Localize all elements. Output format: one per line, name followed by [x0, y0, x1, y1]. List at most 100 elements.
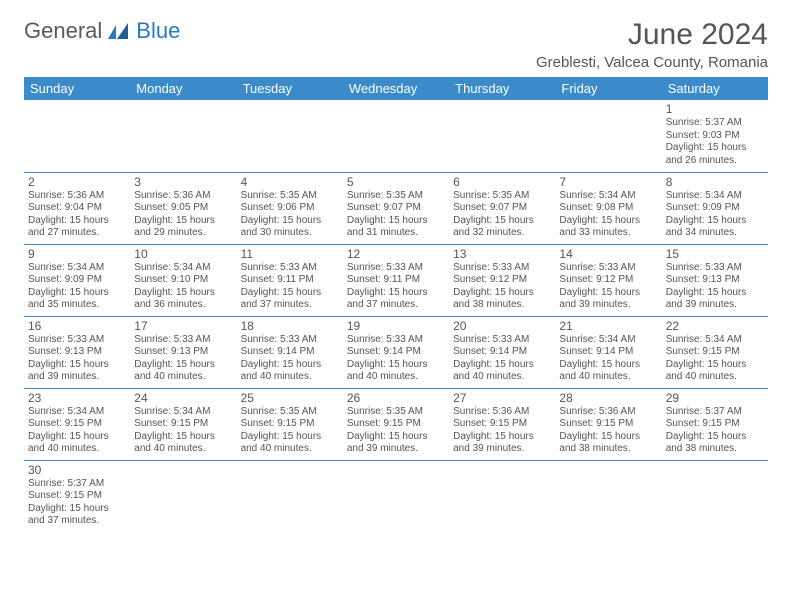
col-thursday: Thursday: [449, 77, 555, 100]
header: General Blue June 2024 Greblesti, Valcea…: [24, 18, 768, 71]
day-number: 26: [347, 391, 445, 405]
calendar-cell: 13Sunrise: 5:33 AMSunset: 9:12 PMDayligh…: [449, 244, 555, 316]
calendar-cell: 18Sunrise: 5:33 AMSunset: 9:14 PMDayligh…: [237, 316, 343, 388]
calendar-cell: [237, 460, 343, 532]
logo-text-2: Blue: [136, 18, 180, 44]
calendar-row: 16Sunrise: 5:33 AMSunset: 9:13 PMDayligh…: [24, 316, 768, 388]
day-info: Sunrise: 5:34 AMSunset: 9:15 PMDaylight:…: [28, 406, 126, 456]
day-number: 16: [28, 319, 126, 333]
day-number: 12: [347, 247, 445, 261]
page-subtitle: Greblesti, Valcea County, Romania: [536, 54, 768, 71]
calendar-row: 9Sunrise: 5:34 AMSunset: 9:09 PMDaylight…: [24, 244, 768, 316]
day-info: Sunrise: 5:33 AMSunset: 9:13 PMDaylight:…: [28, 334, 126, 384]
calendar-cell: [24, 100, 130, 172]
day-info: Sunrise: 5:36 AMSunset: 9:15 PMDaylight:…: [559, 406, 657, 456]
col-sunday: Sunday: [24, 77, 130, 100]
calendar-cell: [130, 460, 236, 532]
calendar-cell: [343, 100, 449, 172]
calendar-cell: 14Sunrise: 5:33 AMSunset: 9:12 PMDayligh…: [555, 244, 661, 316]
calendar-row: 1Sunrise: 5:37 AMSunset: 9:03 PMDaylight…: [24, 100, 768, 172]
calendar-cell: 3Sunrise: 5:36 AMSunset: 9:05 PMDaylight…: [130, 172, 236, 244]
day-info: Sunrise: 5:33 AMSunset: 9:11 PMDaylight:…: [347, 262, 445, 312]
logo-icon: [106, 21, 134, 41]
day-number: 4: [241, 175, 339, 189]
calendar-cell: [555, 100, 661, 172]
page-title: June 2024: [536, 18, 768, 52]
day-info: Sunrise: 5:35 AMSunset: 9:07 PMDaylight:…: [453, 190, 551, 240]
day-info: Sunrise: 5:33 AMSunset: 9:11 PMDaylight:…: [241, 262, 339, 312]
calendar-cell: 15Sunrise: 5:33 AMSunset: 9:13 PMDayligh…: [662, 244, 768, 316]
day-number: 20: [453, 319, 551, 333]
calendar-row: 30Sunrise: 5:37 AMSunset: 9:15 PMDayligh…: [24, 460, 768, 532]
calendar-cell: 30Sunrise: 5:37 AMSunset: 9:15 PMDayligh…: [24, 460, 130, 532]
day-info: Sunrise: 5:33 AMSunset: 9:13 PMDaylight:…: [134, 334, 232, 384]
calendar-cell: 19Sunrise: 5:33 AMSunset: 9:14 PMDayligh…: [343, 316, 449, 388]
calendar-row: 23Sunrise: 5:34 AMSunset: 9:15 PMDayligh…: [24, 388, 768, 460]
calendar-cell: 5Sunrise: 5:35 AMSunset: 9:07 PMDaylight…: [343, 172, 449, 244]
calendar-cell: 9Sunrise: 5:34 AMSunset: 9:09 PMDaylight…: [24, 244, 130, 316]
calendar-cell: 27Sunrise: 5:36 AMSunset: 9:15 PMDayligh…: [449, 388, 555, 460]
day-info: Sunrise: 5:34 AMSunset: 9:08 PMDaylight:…: [559, 190, 657, 240]
calendar-cell: 11Sunrise: 5:33 AMSunset: 9:11 PMDayligh…: [237, 244, 343, 316]
day-number: 15: [666, 247, 764, 261]
day-info: Sunrise: 5:35 AMSunset: 9:15 PMDaylight:…: [241, 406, 339, 456]
day-number: 9: [28, 247, 126, 261]
day-info: Sunrise: 5:34 AMSunset: 9:10 PMDaylight:…: [134, 262, 232, 312]
day-info: Sunrise: 5:33 AMSunset: 9:14 PMDaylight:…: [453, 334, 551, 384]
day-info: Sunrise: 5:35 AMSunset: 9:06 PMDaylight:…: [241, 190, 339, 240]
col-tuesday: Tuesday: [237, 77, 343, 100]
day-number: 24: [134, 391, 232, 405]
calendar-table: Sunday Monday Tuesday Wednesday Thursday…: [24, 77, 768, 532]
day-info: Sunrise: 5:35 AMSunset: 9:15 PMDaylight:…: [347, 406, 445, 456]
day-number: 17: [134, 319, 232, 333]
col-monday: Monday: [130, 77, 236, 100]
day-number: 8: [666, 175, 764, 189]
calendar-cell: [130, 100, 236, 172]
day-number: 10: [134, 247, 232, 261]
calendar-row: 2Sunrise: 5:36 AMSunset: 9:04 PMDaylight…: [24, 172, 768, 244]
calendar-cell: 1Sunrise: 5:37 AMSunset: 9:03 PMDaylight…: [662, 100, 768, 172]
day-number: 3: [134, 175, 232, 189]
day-info: Sunrise: 5:37 AMSunset: 9:15 PMDaylight:…: [666, 406, 764, 456]
day-info: Sunrise: 5:35 AMSunset: 9:07 PMDaylight:…: [347, 190, 445, 240]
day-number: 19: [347, 319, 445, 333]
calendar-cell: 7Sunrise: 5:34 AMSunset: 9:08 PMDaylight…: [555, 172, 661, 244]
day-number: 6: [453, 175, 551, 189]
calendar-cell: 6Sunrise: 5:35 AMSunset: 9:07 PMDaylight…: [449, 172, 555, 244]
day-info: Sunrise: 5:33 AMSunset: 9:14 PMDaylight:…: [241, 334, 339, 384]
col-saturday: Saturday: [662, 77, 768, 100]
day-number: 27: [453, 391, 551, 405]
day-info: Sunrise: 5:36 AMSunset: 9:04 PMDaylight:…: [28, 190, 126, 240]
day-number: 14: [559, 247, 657, 261]
day-info: Sunrise: 5:33 AMSunset: 9:13 PMDaylight:…: [666, 262, 764, 312]
calendar-cell: 17Sunrise: 5:33 AMSunset: 9:13 PMDayligh…: [130, 316, 236, 388]
day-number: 28: [559, 391, 657, 405]
day-info: Sunrise: 5:33 AMSunset: 9:14 PMDaylight:…: [347, 334, 445, 384]
calendar-cell: 4Sunrise: 5:35 AMSunset: 9:06 PMDaylight…: [237, 172, 343, 244]
day-info: Sunrise: 5:36 AMSunset: 9:15 PMDaylight:…: [453, 406, 551, 456]
day-info: Sunrise: 5:34 AMSunset: 9:15 PMDaylight:…: [134, 406, 232, 456]
day-number: 23: [28, 391, 126, 405]
day-info: Sunrise: 5:34 AMSunset: 9:09 PMDaylight:…: [666, 190, 764, 240]
calendar-cell: [555, 460, 661, 532]
day-info: Sunrise: 5:36 AMSunset: 9:05 PMDaylight:…: [134, 190, 232, 240]
calendar-cell: 10Sunrise: 5:34 AMSunset: 9:10 PMDayligh…: [130, 244, 236, 316]
logo-text-1: General: [24, 18, 102, 44]
day-info: Sunrise: 5:34 AMSunset: 9:14 PMDaylight:…: [559, 334, 657, 384]
col-friday: Friday: [555, 77, 661, 100]
day-number: 1: [666, 102, 764, 116]
calendar-cell: 16Sunrise: 5:33 AMSunset: 9:13 PMDayligh…: [24, 316, 130, 388]
day-number: 7: [559, 175, 657, 189]
calendar-cell: 12Sunrise: 5:33 AMSunset: 9:11 PMDayligh…: [343, 244, 449, 316]
day-number: 21: [559, 319, 657, 333]
calendar-cell: 21Sunrise: 5:34 AMSunset: 9:14 PMDayligh…: [555, 316, 661, 388]
logo: General Blue: [24, 18, 180, 44]
day-number: 18: [241, 319, 339, 333]
calendar-cell: 2Sunrise: 5:36 AMSunset: 9:04 PMDaylight…: [24, 172, 130, 244]
day-number: 30: [28, 463, 126, 477]
calendar-cell: [662, 460, 768, 532]
calendar-cell: 29Sunrise: 5:37 AMSunset: 9:15 PMDayligh…: [662, 388, 768, 460]
calendar-cell: [343, 460, 449, 532]
day-number: 29: [666, 391, 764, 405]
calendar-cell: 8Sunrise: 5:34 AMSunset: 9:09 PMDaylight…: [662, 172, 768, 244]
